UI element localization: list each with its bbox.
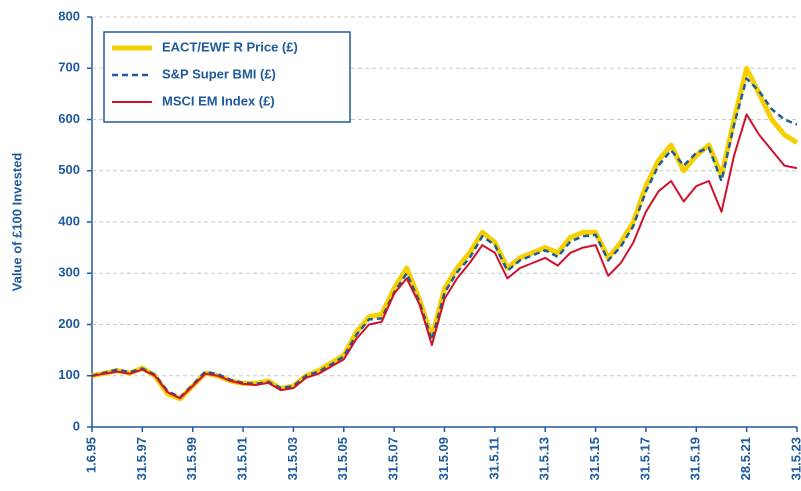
y-tick-label: 0: [73, 418, 80, 433]
x-tick-label: 31.5.03: [285, 437, 300, 480]
legend: [103, 31, 351, 123]
x-tick-label: 31.5.11: [486, 437, 501, 480]
series-line: [91, 77, 798, 399]
plot: [91, 16, 799, 402]
y-tick-label: 500: [58, 162, 80, 177]
x-tick-label: 31.5.05: [335, 437, 350, 480]
y-tick-label: 200: [58, 316, 80, 331]
x-tick-label: 31.5.01: [235, 437, 250, 480]
y-tick-label: 700: [58, 60, 80, 75]
series-line: [91, 113, 798, 400]
y-tick-label: 300: [58, 265, 80, 280]
x-tick-label: 28.5.21: [738, 437, 753, 480]
x-tick-label: 31.5.13: [537, 437, 552, 480]
x-tick-label: 31.5.99: [184, 437, 199, 480]
x-tick-label: 1.6.95: [83, 437, 98, 473]
y-tick-label: 100: [58, 367, 80, 382]
y-tick-label: 800: [58, 8, 80, 23]
legend-label: EACT/EWF R Price (£): [162, 39, 298, 54]
x-tick-label: 31.5.19: [688, 437, 703, 480]
legend-label: MSCI EM Index (£): [162, 93, 275, 108]
x-tick-label: 31.5.97: [134, 437, 149, 480]
x-tick-label: 31.5.15: [587, 437, 602, 480]
x-tick-label: 31.5.07: [386, 437, 401, 480]
legend-label: S&P Super BMI (£): [162, 66, 276, 81]
y-tick-label: 400: [58, 213, 80, 228]
y-axis-label: Value of £100 Invested: [9, 153, 24, 292]
x-tick-label: 31.5.23: [788, 437, 801, 480]
y-tick-label: 600: [58, 111, 80, 126]
x-tick-label: 31.5.09: [436, 437, 451, 480]
x-tick-label: 31.5.17: [637, 437, 652, 480]
